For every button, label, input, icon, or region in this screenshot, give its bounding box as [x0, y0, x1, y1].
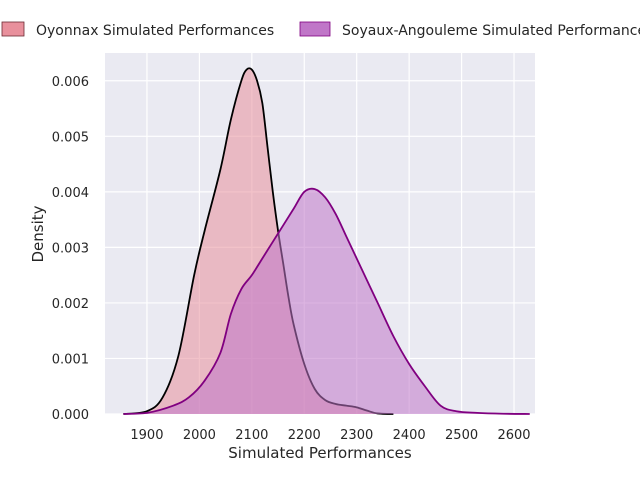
x-tick-label: 2500	[445, 428, 478, 443]
density-line-soyaux	[123, 187, 530, 415]
y-tick-label: 0.005	[52, 130, 89, 145]
y-tick-label: 0.001	[52, 352, 89, 367]
y-tick-label: 0.002	[52, 297, 89, 312]
legend-label-soyaux: Soyaux-Angouleme Simulated Performances	[342, 23, 640, 39]
y-tick-label: 0.003	[52, 241, 89, 256]
x-tick-label: 2600	[497, 428, 530, 443]
legend: Oyonnax Simulated Performances Soyaux-An…	[1, 21, 640, 39]
x-tick-label: 2300	[340, 428, 373, 443]
x-tick-label: 2400	[393, 428, 426, 443]
density-area-soyaux	[123, 188, 530, 414]
y-tick-label: 0.004	[52, 186, 89, 201]
x-tick-label: 1900	[130, 428, 163, 443]
x-tick-label: 2200	[288, 428, 321, 443]
x-tick-label: 2100	[235, 428, 268, 443]
y-axis-label: Density	[29, 205, 47, 262]
y-tick-label: 0.006	[52, 75, 89, 90]
x-axis-label: Simulated Performances	[228, 444, 412, 462]
x-tick-label: 2000	[183, 428, 216, 443]
density-area-oyonnax	[123, 68, 394, 415]
y-tick-label: 0.000	[52, 408, 89, 423]
legend-swatch-oyonnax	[1, 21, 25, 37]
legend-swatch-soyaux	[299, 21, 331, 37]
legend-label-oyonnax: Oyonnax Simulated Performances	[36, 23, 274, 39]
tick-labels: 1900 2000 2100 2200 2300 2400 2500 2600 0.000 0.0…	[52, 75, 531, 443]
density-areas	[123, 67, 530, 415]
